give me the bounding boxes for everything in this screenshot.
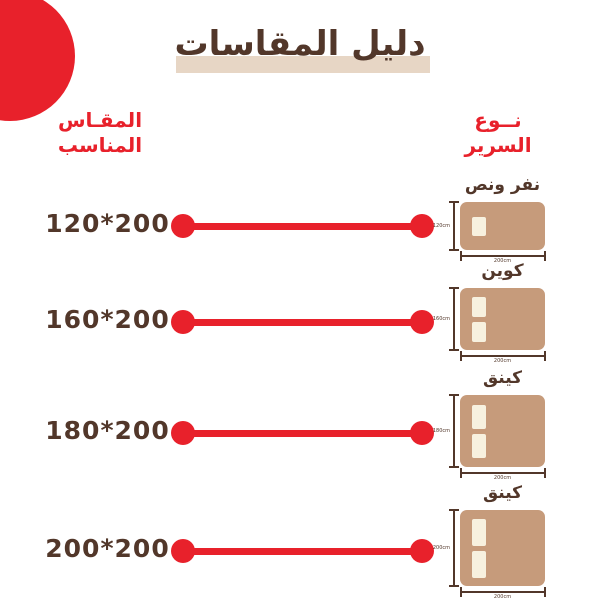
bed-illustration [460, 288, 545, 350]
bed-height-dimension-label: 120cm [432, 223, 450, 229]
bed-illustration [460, 202, 545, 250]
column-header-bed-type: نــوع السرير [430, 108, 566, 158]
bed-height-dimension-line [449, 394, 459, 468]
column-header-size: المقـاس المناسب [25, 108, 175, 158]
connector-dot-right [410, 539, 434, 563]
pillow [472, 296, 486, 317]
bed-illustration [460, 510, 545, 586]
column-header-size-line2: المناسب [57, 133, 143, 157]
size-value: 160*200 [45, 305, 170, 334]
bed-width-dimension-line [460, 351, 546, 361]
pillow [472, 216, 486, 236]
bed-width-dimension-label: 200cm [493, 475, 512, 481]
bed-type-label: كوين [481, 261, 524, 281]
connector-line [171, 214, 434, 238]
bed-width-dimension-line [460, 251, 546, 261]
connector-bar [183, 429, 422, 437]
size-value: 120*200 [45, 209, 170, 238]
bed-width-dimension-label: 200cm [493, 258, 512, 264]
bed-height-dimension-label: 200cm [432, 545, 450, 551]
bed-width-dimension-label: 200cm [493, 594, 512, 600]
bed-type-label: كينق [482, 368, 523, 388]
bed-height-dimension-line [449, 201, 459, 251]
bed-width-dimension-line [460, 468, 546, 478]
bed-height-dimension-label: 160cm [432, 316, 450, 322]
bed-illustration [460, 395, 545, 467]
bed-height-dimension-line [449, 509, 459, 587]
connector-dot-right [410, 214, 434, 238]
pillow [472, 433, 486, 458]
pillow [472, 404, 486, 429]
title-highlight-bar [176, 56, 430, 73]
bed-height-dimension-label: 180cm [432, 428, 450, 434]
bed-width-dimension-line [460, 587, 546, 597]
connector-dot-right [410, 421, 434, 445]
pillow [472, 550, 486, 578]
corner-decoration-circle [0, 0, 75, 121]
column-header-type-line1: نــوع [474, 108, 522, 132]
bed-width-dimension-label: 200cm [493, 358, 512, 364]
connector-bar [183, 547, 422, 555]
connector-line [171, 539, 434, 563]
connector-line [171, 421, 434, 445]
pillow [472, 321, 486, 342]
page-title: دليل المقاسات [174, 24, 426, 64]
pillow [472, 518, 486, 546]
bed-type-label: نفر ونص [464, 175, 541, 195]
bed-height-dimension-line [449, 287, 459, 351]
connector-line [171, 310, 434, 334]
column-header-size-line1: المقـاس [57, 108, 143, 132]
column-header-type-line2: السرير [464, 133, 532, 157]
connector-dot-right [410, 310, 434, 334]
bed-type-label: كينق [482, 483, 523, 503]
connector-bar [183, 222, 422, 230]
size-value: 200*200 [45, 534, 170, 563]
connector-bar [183, 318, 422, 326]
size-value: 180*200 [45, 416, 170, 445]
